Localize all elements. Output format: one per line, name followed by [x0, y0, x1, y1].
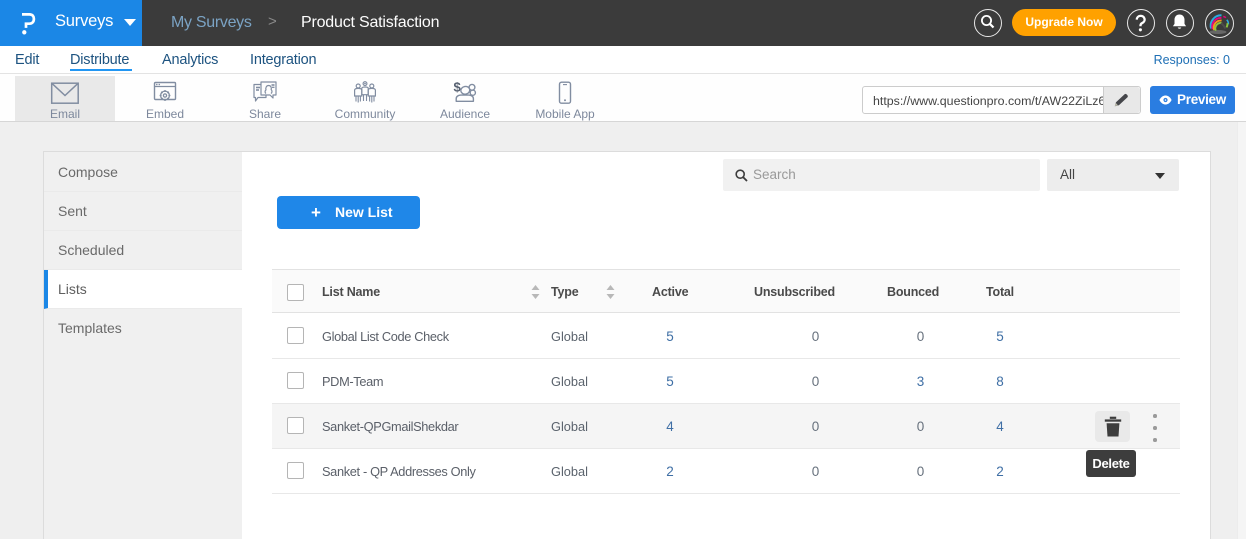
svg-text:$: $: [454, 81, 462, 95]
